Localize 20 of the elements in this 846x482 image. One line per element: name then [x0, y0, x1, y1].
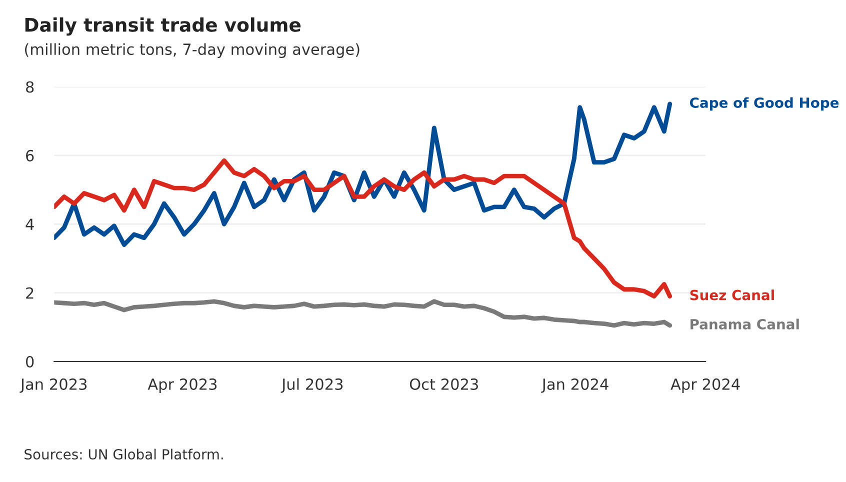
- x-tick-label: Jan 2023: [20, 378, 87, 393]
- line-series: [54, 299, 672, 328]
- series-label: Cape of Good Hope: [690, 97, 839, 111]
- x-tick-label: Jan 2024: [541, 378, 608, 393]
- y-tick-label: 0: [26, 356, 34, 368]
- x-tick-label: Apr 2023: [148, 378, 217, 393]
- x-tick-label: Apr 2024: [670, 378, 740, 393]
- y-tick-label: 4: [26, 218, 34, 230]
- y-tick-label: 6: [26, 150, 34, 162]
- chart-title: Daily transit trade volume: [25, 17, 301, 36]
- x-tick-label: Oct 2023: [410, 378, 478, 390]
- line-series: [54, 158, 672, 298]
- series-label: Panama Canal: [690, 318, 799, 330]
- y-tick-label: 2: [26, 287, 34, 299]
- x-tick-label: Jul 2023: [280, 378, 343, 393]
- source-note: Sources: UN Global Platform.: [24, 448, 223, 460]
- y-tick-label: 8: [26, 81, 34, 93]
- series-label: Suez Canal: [690, 290, 774, 300]
- line-series: [54, 102, 672, 247]
- chart-subtitle: (million metric tons, 7-day moving average): [25, 43, 360, 58]
